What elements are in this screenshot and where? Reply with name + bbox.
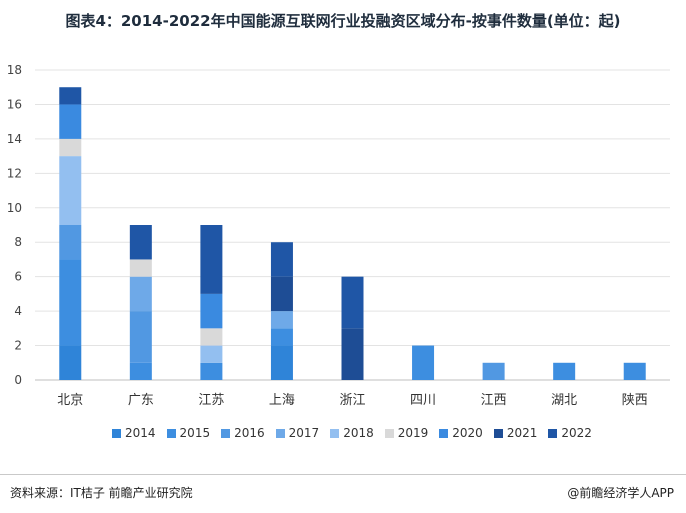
x-tick-label: 广东 [128,393,154,408]
legend-item-2020: 2020 [439,426,483,440]
legend-label: 2021 [506,426,538,440]
legend-item-2021: 2021 [493,426,538,440]
legend-swatch [384,428,394,438]
legend-label: 2020 [452,426,483,440]
bar-segment-2016 [129,311,152,363]
legend-item-2014: 2014 [112,426,156,440]
bar-segment-2016 [59,225,82,260]
bar-segment-2022 [270,242,293,277]
bar-segment-2020 [200,293,223,329]
bar-segment-2022 [200,225,223,294]
x-axis-tick-labels: 北京 广东 江苏 上海 浙江 四川 江西 湖北 陕西 [57,392,647,408]
bar-segment-2022 [129,225,152,260]
bar-segment-2018 [200,345,223,363]
legend-item-2018: 2018 [330,426,374,440]
y-tick-label: 16 [7,97,22,111]
legend-label: 2018 [343,426,374,440]
x-tick-label: 湖北 [551,393,577,408]
bar-segment-2015 [270,328,293,346]
bar-segment-2015 [623,362,646,380]
legend-swatch [275,428,285,438]
x-tick-label: 北京 [57,393,83,408]
legend-item-2016: 2016 [221,426,265,440]
bar-segment-2015 [412,345,435,380]
bars [59,87,646,380]
y-tick-label: 14 [7,132,22,146]
x-tick-label: 上海 [269,393,295,408]
bar-segment-2019 [59,138,82,157]
bar-segment-2015 [129,362,152,380]
y-tick-label: 4 [14,304,22,318]
bar-segment-2019 [129,259,152,277]
legend-label: 2015 [179,426,211,440]
y-tick-label: 6 [14,270,22,284]
legend-label: 2022 [561,426,592,440]
bar-segment-2021 [341,328,364,380]
chart-title: 图表4：2014-2022年中国能源互联网行业投融资区域分布-按事件数量(单位：… [65,12,621,30]
legend: 2014 2015 2016 2017 2018 2019 2020 2021 2022 [112,424,612,442]
bar-segment-2022 [341,276,364,329]
bar-segment-2022 [59,87,82,105]
legend-swatch [548,428,558,438]
bar-segment-2021 [270,276,293,312]
legend-swatch [166,428,176,438]
bar-segment-2014 [270,345,293,380]
chart-canvas: 0 2 4 6 8 10 12 14 16 18 北京 广东 江苏 上海 浙江 四川 江西 湖北 陕西 [7,63,670,408]
x-tick-label: 四川 [410,393,436,408]
legend-swatch [493,428,503,438]
x-tick-label: 浙江 [339,393,365,408]
y-axis-tick-labels: 0 2 4 6 8 10 12 14 16 18 [7,63,22,387]
legend-item-2015: 2015 [166,426,211,440]
legend-item-2022: 2022 [548,426,592,440]
x-tick-label: 陕西 [622,393,648,408]
bar-segment-2014 [59,345,82,380]
bar-segment-2017 [270,311,293,329]
x-tick-label: 江西 [481,393,507,408]
x-tick-label: 江苏 [198,392,224,408]
bar-segment-2015 [553,362,576,380]
y-tick-label: 12 [7,166,22,180]
legend-swatch [330,428,340,438]
bar-segment-2015 [200,362,223,380]
legend-swatch [439,428,449,438]
legend-item-2019: 2019 [384,426,429,440]
legend-label: 2016 [234,426,265,440]
legend-label: 2019 [397,426,429,440]
bar-segment-2018 [59,156,82,225]
brand-credit: @前瞻经济学人APP [567,486,674,500]
legend-item-2017: 2017 [275,426,320,440]
bar-segment-2020 [59,104,82,139]
legend-label: 2017 [288,426,320,440]
y-tick-label: 8 [14,235,22,249]
y-tick-label: 2 [14,339,22,353]
legend-swatch [112,428,121,438]
y-tick-label: 0 [14,373,22,387]
y-tick-label: 10 [7,201,22,215]
legend-label: 2014 [125,426,156,440]
legend-swatch [221,428,231,438]
bar-segment-2015 [59,259,82,346]
bar-segment-2019 [200,328,223,346]
bar-segment-2016 [482,362,505,380]
source-note: 资料来源：IT桔子 前瞻产业研究院 [10,486,193,500]
y-tick-label: 18 [7,63,22,77]
bar-segment-2017 [129,276,152,312]
footer-divider [0,474,686,475]
